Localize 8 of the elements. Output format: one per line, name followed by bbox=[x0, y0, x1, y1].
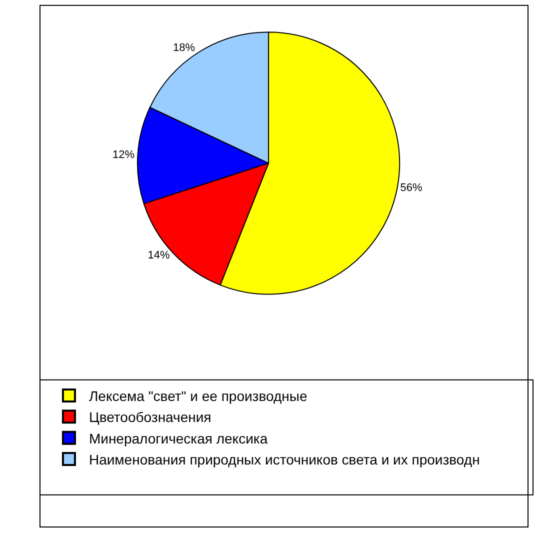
data-label: 12% bbox=[112, 148, 135, 161]
legend-label: Минералогическая лексика bbox=[88, 430, 268, 446]
legend-label: Наименования природных источников света и их производн bbox=[88, 452, 480, 468]
data-label: 14% bbox=[148, 250, 170, 262]
legend-label: Лексема "свет" и ее производные bbox=[88, 388, 308, 404]
data-label: 56% bbox=[400, 182, 423, 194]
data-label: 18% bbox=[173, 42, 196, 54]
legend-label: Цветообозначения bbox=[88, 409, 212, 426]
